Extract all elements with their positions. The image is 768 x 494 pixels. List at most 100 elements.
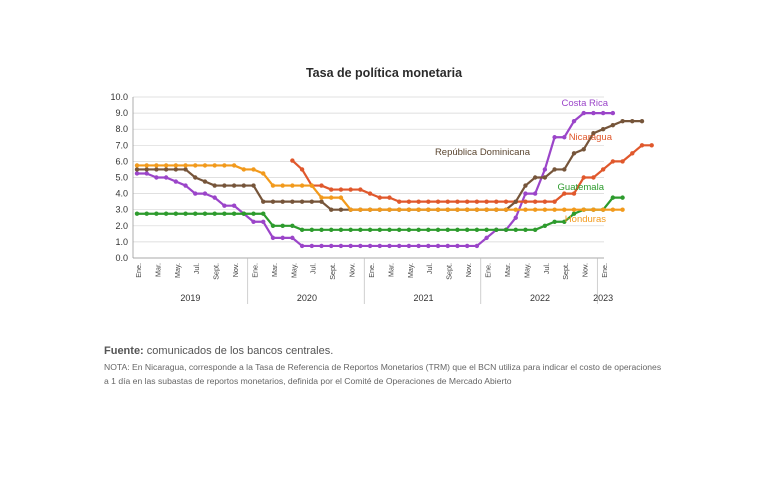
data-point (338, 227, 344, 233)
series-label: Costa Rica (562, 98, 609, 109)
data-point (484, 235, 489, 241)
data-point (231, 203, 237, 208)
data-point (532, 207, 538, 212)
y-tick-label: 6.0 (115, 156, 128, 166)
data-point (416, 227, 421, 233)
data-point (620, 195, 625, 200)
data-point (222, 203, 227, 208)
series-label: República Dominicana (435, 147, 531, 158)
data-point (639, 118, 645, 124)
y-tick-label: 9.0 (115, 108, 128, 118)
x-tick-label: Sept. (561, 263, 570, 280)
data-point (523, 191, 528, 196)
data-point (445, 243, 450, 249)
data-point (397, 243, 402, 249)
data-point (377, 195, 382, 200)
series-honduras (134, 163, 625, 212)
series-group (134, 110, 654, 249)
x-tick-label: Ene. (134, 263, 143, 278)
data-point (610, 110, 616, 116)
data-point (251, 183, 256, 188)
data-point (329, 227, 334, 233)
x-tick-label: Jul. (192, 263, 201, 274)
x-tick-label: May. (173, 263, 182, 278)
source-line: Fuente: comunicados de los bancos centra… (104, 345, 333, 357)
data-point (309, 183, 315, 188)
data-point (202, 211, 208, 216)
x-tick-label: Nov. (231, 263, 240, 277)
chart-title: Tasa de política monetaria (305, 66, 463, 80)
data-point (134, 171, 140, 176)
data-point (542, 207, 548, 212)
data-point (464, 207, 470, 212)
data-point (571, 191, 577, 196)
data-point (193, 211, 198, 216)
data-point (513, 227, 518, 233)
data-point (610, 122, 616, 128)
series-label: Honduras (565, 214, 606, 225)
data-point (377, 227, 382, 233)
data-point (581, 175, 586, 180)
x-tick-label: Nov. (348, 263, 357, 277)
data-point (484, 207, 489, 212)
data-point (358, 187, 363, 192)
y-tick-label: 0.0 (115, 253, 128, 263)
data-point (299, 183, 305, 188)
data-point (319, 195, 324, 200)
data-point (426, 207, 431, 212)
data-point (455, 199, 460, 204)
data-point (426, 227, 431, 233)
data-point (445, 199, 450, 204)
data-point (503, 207, 509, 212)
x-tick-label: Ene. (484, 263, 493, 278)
data-point (144, 211, 149, 216)
data-point (173, 179, 179, 184)
data-point (503, 199, 509, 204)
data-point (134, 211, 140, 216)
data-point (154, 163, 159, 168)
data-point (591, 131, 596, 136)
data-point (600, 167, 606, 172)
data-point (241, 183, 247, 188)
x-tick-label: Ene. (600, 263, 609, 278)
data-point (144, 171, 149, 176)
data-point (542, 199, 548, 204)
data-point (183, 183, 188, 188)
y-tick-label: 8.0 (115, 124, 128, 134)
data-point (523, 227, 528, 233)
data-point (387, 243, 392, 249)
data-point (290, 199, 295, 204)
data-point (600, 207, 606, 212)
data-point (591, 175, 596, 180)
data-point (348, 243, 353, 249)
x-tick-label: Nov. (581, 263, 590, 277)
data-point (212, 211, 217, 216)
data-point (397, 207, 402, 212)
data-point (319, 243, 324, 249)
footnote: NOTA: En Nicaragua, corresponde a la Tas… (104, 362, 662, 386)
data-point (416, 207, 421, 212)
data-point (581, 147, 586, 152)
data-point (600, 110, 606, 116)
data-point (523, 199, 528, 204)
data-point (552, 207, 557, 212)
data-point (367, 227, 373, 233)
x-tick-label: Mar. (270, 263, 279, 277)
data-point (144, 167, 149, 172)
data-point (231, 183, 237, 188)
data-point (280, 183, 285, 188)
data-point (163, 211, 169, 216)
data-point (571, 151, 577, 156)
data-point (251, 167, 256, 172)
data-point (552, 135, 557, 140)
data-point (222, 163, 227, 168)
data-point (455, 207, 460, 212)
source-text: comunicados de los bancos centrales. (146, 345, 334, 357)
data-point (532, 175, 538, 180)
data-point (610, 195, 616, 200)
data-point (406, 199, 412, 204)
year-label: 2022 (530, 293, 550, 303)
year-label: 2023 (593, 293, 613, 303)
year-label: 2019 (180, 293, 200, 303)
year-label: 2021 (413, 293, 433, 303)
